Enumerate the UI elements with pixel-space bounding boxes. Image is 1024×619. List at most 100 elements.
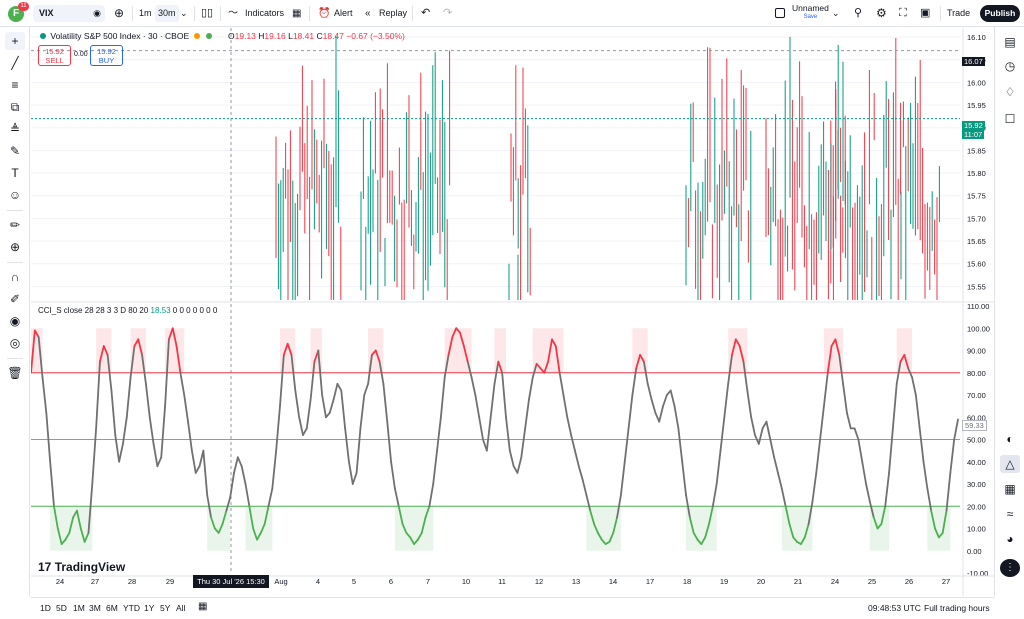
alert-button[interactable]: Alert (334, 8, 353, 18)
time-axis-label: 19 (720, 577, 728, 586)
cci-line-segment (118, 443, 124, 463)
trade-button[interactable]: Trade (947, 8, 971, 18)
cci-line-segment (508, 449, 515, 468)
range-ytd-button[interactable]: YTD (123, 603, 140, 613)
interval-1m-button[interactable]: 1m (139, 8, 152, 18)
redo-icon[interactable]: ↷ (443, 7, 453, 19)
cci-oversold-zone (942, 506, 947, 551)
calendar-icon[interactable]: ▦ (1004, 482, 1016, 496)
sell-label: SELL (45, 56, 64, 65)
cci-oversold-zone (264, 506, 269, 551)
layout-name-button[interactable]: Unnamed Save (792, 4, 829, 22)
range-all-button[interactable]: All (176, 603, 186, 613)
buy-button[interactable]: 15.92 BUY (90, 45, 123, 66)
cci-line-segment (485, 416, 492, 452)
symbol-eye-icon[interactable]: ◉ (93, 8, 101, 18)
cci-overbought-zone (142, 328, 146, 373)
brush-icon[interactable]: ✎ (9, 144, 21, 158)
indicators-icon[interactable]: 〜 (228, 8, 238, 19)
cci-line-segment (696, 538, 703, 545)
crosshair-icon[interactable]: + (5, 32, 25, 50)
visibility-eye-icon[interactable]: ◎ (9, 336, 21, 350)
layout-dropdown-chevron-icon[interactable]: ⌄ (832, 8, 840, 18)
replay-button[interactable]: Replay (379, 8, 408, 18)
replay-rewind-icon[interactable]: « (365, 8, 371, 19)
more-apps-icon[interactable]: ⋮ (1000, 559, 1020, 577)
pattern-icon[interactable]: ⧉ (10, 100, 20, 114)
settings-gear-icon[interactable]: ⚙ (876, 6, 887, 20)
utc-clock[interactable]: 09:48:53 UTC (868, 603, 921, 613)
range-1m-button[interactable]: 1M (73, 603, 85, 613)
toolbar-divider (7, 262, 23, 263)
templates-grid-icon[interactable]: ▦ (292, 8, 302, 19)
cci-overbought-zone (134, 328, 139, 373)
range-1d-button[interactable]: 1D (40, 603, 51, 613)
cci-line-segment (815, 438, 821, 474)
session-selector[interactable]: Full trading hours (924, 603, 990, 613)
cci-oversold-zone (946, 506, 951, 551)
range-1y-button[interactable]: 1Y (144, 603, 155, 613)
cci-line-segment (470, 376, 477, 396)
cci-oversold-zone (414, 506, 418, 551)
range-5y-button[interactable]: 5Y (160, 603, 171, 613)
publish-button[interactable]: Publish (980, 5, 1020, 22)
ruler-icon[interactable]: ✏ (9, 218, 21, 232)
trend-line-icon[interactable]: ╱ (11, 56, 19, 70)
alerts-clock-icon[interactable]: ◷ (1004, 59, 1016, 73)
cci-line-segment (462, 345, 469, 363)
cci-line-segment (631, 367, 638, 396)
cci-overbought-zone (540, 328, 545, 373)
toolbar-divider (309, 6, 310, 21)
emoji-icon[interactable]: ☺ (8, 188, 22, 202)
chart-canvas[interactable]: 16.1016.0516.0015.9515.9015.8515.8015.75… (31, 28, 994, 596)
cci-line-segment (290, 354, 297, 392)
object-tree-layers-icon[interactable]: ♢ (1004, 85, 1016, 99)
layout-checkbox[interactable] (775, 8, 785, 18)
interval-dropdown-chevron-icon[interactable]: ⌄ (180, 8, 188, 18)
magnet-icon[interactable]: ∩ (10, 270, 20, 284)
quick-search-icon[interactable]: ⚲ (854, 7, 863, 19)
trash-icon[interactable]: 🗑 (7, 366, 23, 380)
cci-line-segment (692, 532, 699, 541)
sell-button[interactable]: 15.92 SELL (38, 45, 71, 66)
cci-overbought-zone (498, 328, 503, 373)
alert-clock-icon[interactable]: ⏰ (318, 8, 331, 19)
stay-in-drawing-mode-icon[interactable]: ✐ (9, 292, 21, 306)
cci-line-segment (773, 456, 779, 474)
indicators-button[interactable]: Indicators (245, 8, 285, 18)
range-6m-button[interactable]: 6M (106, 603, 118, 613)
symbol-legend[interactable]: Volatility S&P 500 Index · 30 · CBOE (38, 31, 214, 41)
cci-legend[interactable]: CCI_S close 28 28 3 3 D 80 20 18.53 0 0 … (38, 306, 217, 315)
snapshot-camera-icon[interactable]: ▣ (920, 7, 931, 19)
cci-tick-label: 20.00 (967, 502, 986, 511)
trading-panel-icon[interactable]: △ (1000, 455, 1020, 473)
cci-overbought-zone (96, 328, 100, 373)
lock-icon[interactable]: ◉ (9, 314, 21, 328)
undo-icon[interactable]: ↶ (421, 7, 431, 19)
chat-icon[interactable]: ☐ (1004, 112, 1016, 126)
text-tool-icon[interactable]: T (11, 166, 19, 180)
cci-line-segment (344, 427, 350, 463)
zoom-in-icon[interactable]: ⊕ (9, 240, 21, 254)
cci-oversold-zone (797, 506, 801, 551)
cci-line-segment (807, 500, 814, 525)
horizontal-lines-icon[interactable]: ≡ (11, 78, 19, 92)
cci-line-segment (738, 345, 745, 363)
data-window-icon[interactable]: ≈ (1006, 507, 1014, 521)
cci-overbought-zone (823, 328, 828, 373)
range-5d-button[interactable]: 5D (56, 603, 67, 613)
fib-retracement-icon[interactable]: ≜ (9, 122, 21, 136)
candle-style-icon[interactable]: ▯▯ (201, 7, 214, 19)
ideas-icon[interactable]: ◕ (1006, 532, 1014, 546)
cci-oversold-zone (214, 506, 219, 551)
range-3m-button[interactable]: 3M (89, 603, 101, 613)
watchlist-icon[interactable]: ▤ (1004, 35, 1016, 49)
compare-plus-icon[interactable]: ⊕ (114, 6, 125, 20)
interval-30m-button[interactable]: 30m (155, 5, 179, 22)
fullscreen-icon[interactable]: ⛶ (899, 7, 907, 19)
symbol-search[interactable]: VIX ◉ (33, 5, 105, 22)
date-range-calendar-icon[interactable]: ▦ (198, 601, 208, 612)
tradingview-logo[interactable]: 17 TradingView (38, 560, 125, 574)
cci-line-segment (424, 505, 431, 519)
technicals-gauge-icon[interactable]: ◐ (1006, 432, 1014, 446)
